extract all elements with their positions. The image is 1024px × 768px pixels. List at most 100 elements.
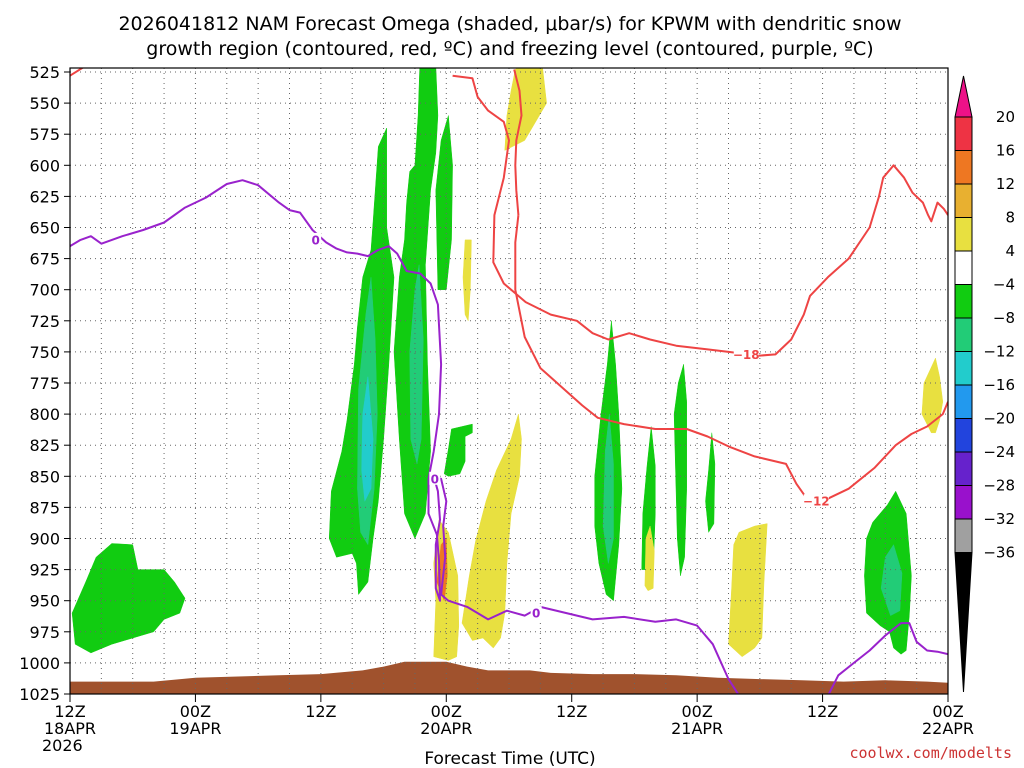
y-tick-label: 575 (29, 125, 60, 144)
colorbar-label: −36 (983, 544, 1015, 562)
plot-area (70, 68, 948, 694)
colorbar-swatch (954, 150, 973, 185)
x-tick-label: 20APR (420, 719, 472, 738)
y-tick-label: 650 (29, 219, 60, 238)
colorbar-label: −16 (983, 376, 1015, 394)
contour-label-bg (803, 494, 829, 508)
omega-region-7 (673, 364, 687, 576)
x-tick-label: 12Z (305, 702, 336, 721)
contour-line (70, 68, 85, 77)
contour-layer (70, 68, 948, 694)
credit-text: coolwx.com/modelts (849, 744, 1012, 762)
omega-region-8 (705, 432, 716, 534)
x-tick-label: 22APR (922, 719, 974, 738)
colorbar-swatch (954, 451, 973, 486)
y-tick-label: 875 (29, 498, 60, 517)
y-tick-label: 675 (29, 250, 60, 269)
y-tick-label: 725 (29, 312, 60, 331)
chart-title-line-1: 2026041812 NAM Forecast Omega (shaded, μ… (118, 13, 901, 35)
contour-label-bg (310, 232, 322, 246)
x-tick-label: 12Z (556, 702, 587, 721)
contour-label-bg (530, 606, 542, 620)
omega-region-21 (921, 357, 944, 434)
colorbar-swatch (954, 418, 973, 453)
colorbar-swatch (954, 317, 973, 352)
y-tick-label: 900 (29, 530, 60, 549)
x-tick-label: 00Z (180, 702, 211, 721)
contour-label: −18 (733, 348, 760, 362)
y-tick-label: 975 (29, 623, 60, 642)
colorbar-label: −4 (993, 276, 1015, 294)
colorbar-swatch (954, 250, 973, 285)
y-tick-label: 925 (29, 561, 60, 580)
omega-region-20 (728, 523, 768, 658)
colorbar-swatch (954, 116, 973, 151)
omega-region-3 (435, 115, 453, 290)
y-tick-label: 600 (29, 156, 60, 175)
y-tick-label: 625 (29, 187, 60, 206)
x-tick-label: 21APR (671, 719, 723, 738)
x-tick-label: 19APR (169, 719, 221, 738)
contour-label: 0 (431, 472, 439, 486)
contour-label-layer: 0 0 0 −18 −12 (310, 232, 830, 621)
colorbar-label: −28 (983, 477, 1015, 495)
terrain-layer (70, 661, 948, 694)
x-tick-label: 18APR (44, 719, 96, 738)
omega-region-14 (361, 376, 374, 503)
colorbar-swatch (954, 284, 973, 319)
contour-label: −12 (803, 495, 830, 509)
colorbar-label: −8 (993, 309, 1015, 327)
omega-region-11 (409, 264, 424, 464)
y-tick-label: 775 (29, 374, 60, 393)
chart-title-line-2: growth region (contoured, red, ºC) and f… (146, 38, 873, 60)
contour-line (514, 214, 948, 500)
contour-label: 0 (532, 607, 540, 621)
colorbar-label: 16 (996, 142, 1015, 160)
contour-label: 0 (311, 233, 319, 247)
y-tick-label: 750 (29, 343, 60, 362)
omega-region-16 (462, 239, 472, 322)
colorbar-swatch (954, 518, 973, 553)
colorbar-swatch (954, 183, 973, 218)
colorbar-swatch (954, 384, 973, 419)
omega-region-12 (602, 414, 614, 564)
x-tick-label: 00Z (681, 702, 712, 721)
colorbar-label: 20 (996, 108, 1015, 126)
terrain-surface (70, 661, 948, 694)
plot-frame (69, 67, 949, 695)
omega-shading-layer (71, 68, 944, 661)
colorbar-bottom-arrow (954, 552, 973, 693)
contour-line (513, 69, 523, 216)
colorbar-label: 12 (996, 175, 1015, 193)
x-axis-title: Forecast Time (UTC) (424, 749, 595, 768)
colorbar-label: −20 (983, 410, 1015, 428)
colorbar-swatch (954, 485, 973, 520)
omega-region-13 (880, 544, 903, 616)
y-tick-label: 825 (29, 436, 60, 455)
y-tick-label: 550 (29, 94, 60, 113)
y-tick-label: 1000 (19, 654, 60, 673)
contour-label-bg (429, 471, 441, 485)
contour-line (827, 622, 948, 694)
y-tick-label: 700 (29, 281, 60, 300)
omega-region-18 (461, 414, 522, 649)
x-tick-label: 2026 (42, 736, 83, 755)
contour-line (70, 179, 740, 694)
x-tick-label: 00Z (431, 702, 462, 721)
colorbar-label: −24 (983, 443, 1015, 461)
y-tick-label: 850 (29, 467, 60, 486)
y-axis: 525 550 575 600 625 650 675 700 725 750 775 800 825 8… (19, 63, 70, 704)
x-tick-label: 12Z (807, 702, 838, 721)
y-tick-label: 525 (29, 63, 60, 82)
x-tick-label: 12Z (54, 702, 85, 721)
colorbar-label: 4 (1005, 242, 1015, 260)
colorbar-top-arrow (954, 75, 973, 118)
y-tick-label: 1025 (19, 685, 60, 704)
y-tick-label: 800 (29, 405, 60, 424)
omega-region-4 (443, 423, 473, 477)
colorbar-label: 8 (1005, 209, 1015, 227)
colorbar-label: −12 (983, 343, 1015, 361)
grid-layer (70, 68, 948, 694)
colorbar: 20 16 12 8 4 −4 −8 −12 −16 −20 −24 −28 −32 −36 (954, 75, 1015, 693)
